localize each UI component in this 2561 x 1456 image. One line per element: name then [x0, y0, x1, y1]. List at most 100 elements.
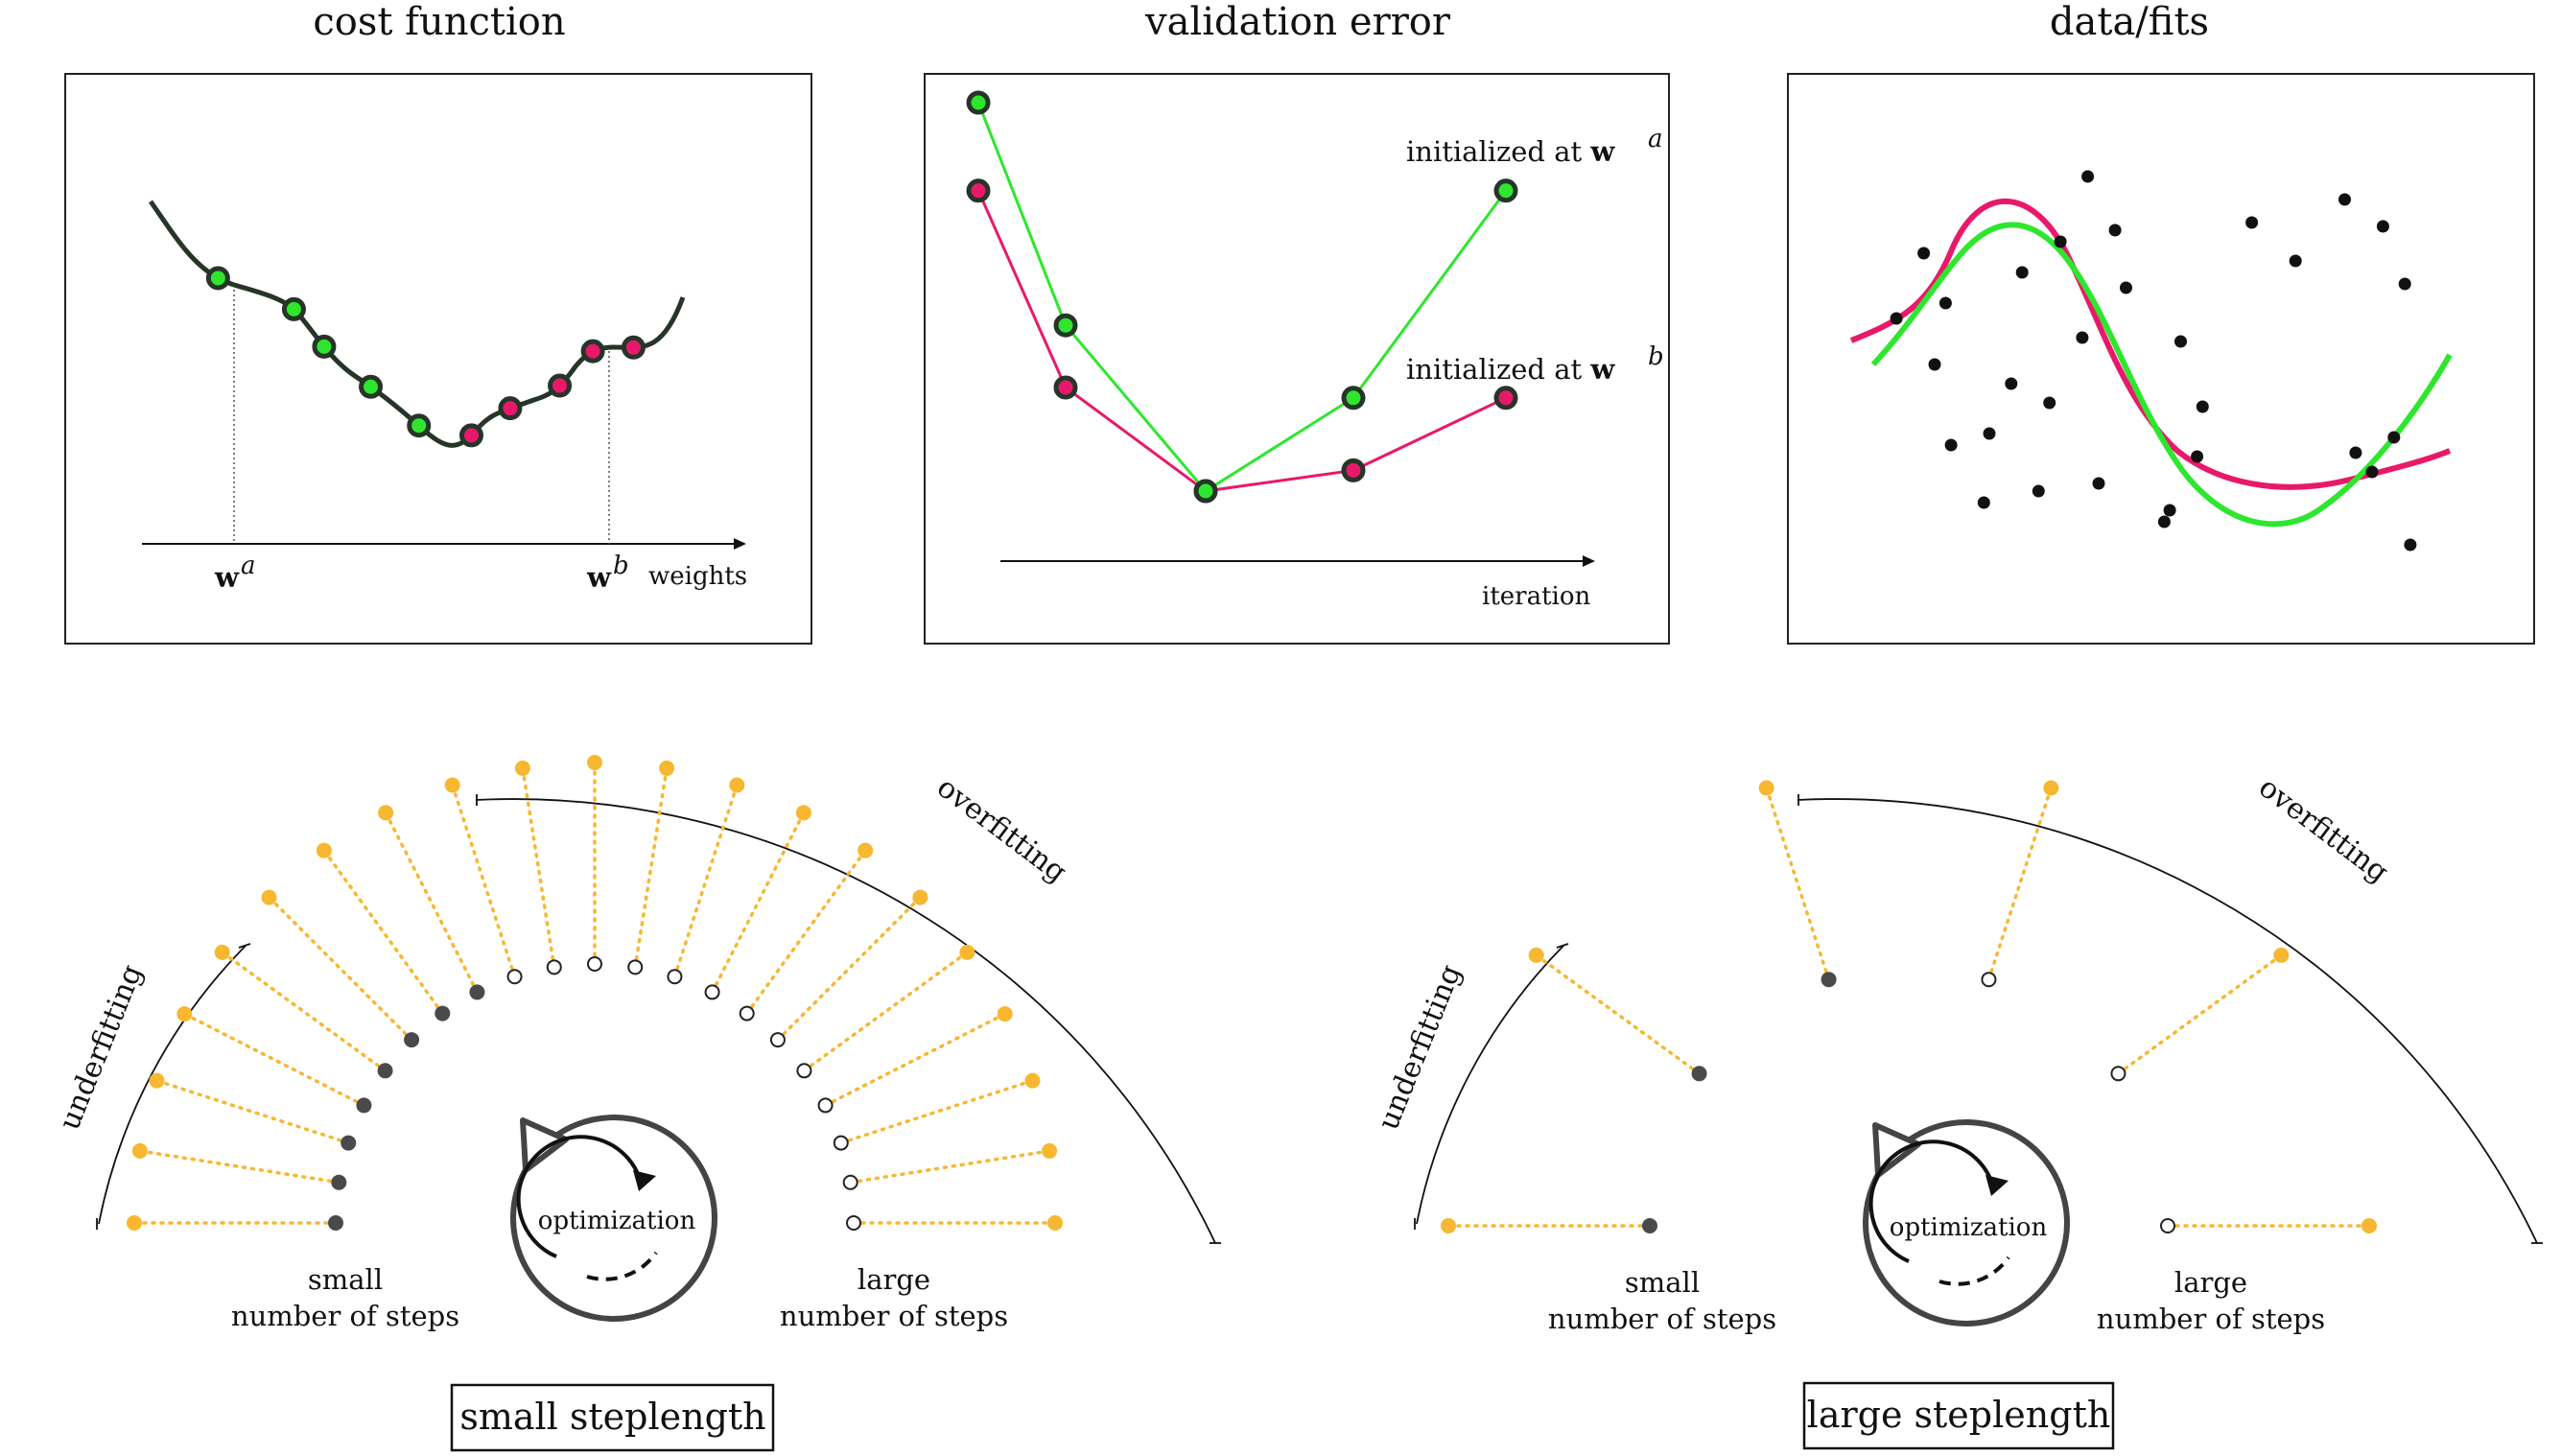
validation-point-0-0 — [966, 90, 991, 115]
cycle-dashed-left — [586, 1251, 658, 1281]
left-step-line-5 — [267, 895, 413, 1042]
green-fit-curve — [1870, 222, 2453, 528]
data-fits-frame — [1787, 73, 2535, 645]
small-steps-right-line2: number of steps — [1548, 1303, 1776, 1335]
data-point-12 — [2076, 331, 2089, 344]
optimization-label-left: optimization — [538, 1207, 696, 1235]
data-point-21 — [2196, 400, 2209, 413]
data-points-group — [1890, 170, 2417, 552]
wa-label-sup: a — [241, 552, 256, 580]
right-inner-point-dark-2 — [1691, 1066, 1707, 1082]
right-outer-point-0 — [1441, 1218, 1456, 1233]
cost-axis-arrow — [734, 538, 746, 550]
left-step-line-3 — [182, 1012, 366, 1108]
right-outer-point-2 — [1528, 947, 1544, 963]
left-step-line-4 — [220, 951, 388, 1073]
iteration-axis-label: iteration — [1482, 582, 1590, 611]
left-outer-point-6 — [316, 842, 332, 858]
legend-initialized-b: initialized at w b — [1406, 342, 1664, 386]
right-inner-point-dark-0 — [1642, 1218, 1657, 1233]
cycle-dashed-right — [1938, 1256, 2010, 1286]
validation-error-panel: validation error iteration initialized a… — [924, 0, 1670, 645]
underfitting-arc-right — [1416, 945, 1564, 1225]
wa-label-w: w — [214, 561, 240, 594]
cost-pink-point-3 — [580, 339, 605, 364]
large-steps-left-line2: number of steps — [780, 1300, 1008, 1332]
cost-function-frame — [64, 73, 812, 645]
left-inner-point-open-11 — [627, 959, 644, 975]
optimization-icon-left: optimization — [510, 1115, 717, 1322]
left-outer-point-16 — [959, 944, 975, 960]
validation-series-group — [966, 90, 1518, 504]
right-outer-point-8 — [2273, 947, 2290, 963]
data-point-5 — [1977, 496, 1990, 509]
right-step-line-8 — [2116, 953, 2284, 1076]
large-steps-right-line1: large — [2174, 1266, 2247, 1299]
left-inner-point-open-8 — [506, 969, 523, 985]
right-inner-point-open-6 — [1981, 972, 1997, 988]
data-point-10 — [2043, 396, 2056, 410]
right-inner-point-open-8 — [2110, 1066, 2126, 1082]
right-step-line-6 — [1986, 786, 2054, 981]
wb-label-w: w — [586, 561, 612, 594]
small-steps-left-line2: number of steps — [231, 1300, 459, 1332]
validation-point-0-1 — [1053, 313, 1078, 338]
left-outer-point-3 — [176, 1006, 193, 1022]
left-outer-point-5 — [261, 889, 277, 905]
left-step-line-7 — [384, 810, 480, 995]
left-inner-point-dark-2 — [341, 1135, 357, 1151]
small-steplength-diagram: underfitting overfitting optimization sm… — [53, 755, 1221, 1452]
cost-green-point-0 — [205, 266, 230, 291]
data-point-6 — [1983, 427, 1996, 440]
optimization-icon-right: optimization — [1863, 1119, 2070, 1327]
cost-function-panel: cost function w a w b weights — [64, 0, 812, 645]
left-step-line-15 — [776, 895, 923, 1042]
cost-pink-point-1 — [498, 396, 523, 421]
small-steps-left-line1: small — [308, 1263, 383, 1296]
wb-label: w b — [586, 552, 629, 594]
large-steps-left-line1: large — [858, 1263, 930, 1296]
iteration-axis-arrow — [1583, 555, 1595, 567]
data-point-9 — [2032, 484, 2045, 498]
left-inner-point-open-9 — [546, 959, 562, 975]
data-point-26 — [2365, 465, 2379, 479]
legend-a-text: initialized at w — [1406, 135, 1615, 168]
cost-pink-point-2 — [548, 373, 573, 398]
left-outer-point-19 — [1042, 1142, 1058, 1159]
data-point-25 — [2349, 446, 2362, 459]
left-step-line-1 — [138, 1149, 341, 1185]
large-steplength-diagram: underfitting overfitting optimization sm… — [1372, 770, 2543, 1450]
underfitting-arc-right-tick-b — [1556, 943, 1569, 949]
large-steps-right-line2: number of steps — [2097, 1303, 2325, 1335]
cost-green-point-2 — [312, 334, 337, 359]
data-point-30 — [2404, 538, 2417, 552]
left-step-line-17 — [823, 1012, 1007, 1108]
steps-fan-right — [1441, 780, 2377, 1233]
overfitting-arc-right — [1797, 798, 2538, 1244]
cycle-arrowhead-left — [633, 1170, 656, 1191]
data-point-11 — [2054, 235, 2067, 248]
cycle-arrow-right — [1868, 1139, 1995, 1263]
left-inner-point-open-17 — [817, 1097, 834, 1114]
optimization-bubble-right — [1863, 1119, 2070, 1327]
overfitting-label-right: overfitting — [2252, 770, 2394, 889]
cost-pink-point-0 — [458, 423, 483, 448]
left-step-line-19 — [848, 1149, 1051, 1185]
data-point-15 — [2108, 223, 2122, 237]
data-point-1 — [1917, 247, 1931, 260]
left-outer-point-20 — [1047, 1215, 1063, 1231]
data-point-0 — [1890, 312, 1903, 325]
left-inner-point-dark-1 — [331, 1174, 347, 1190]
left-step-line-16 — [802, 951, 970, 1073]
right-inner-point-open-10 — [2160, 1218, 2175, 1233]
validation-error-title: validation error — [1144, 0, 1451, 44]
left-outer-point-2 — [149, 1072, 165, 1089]
large-steplength-box — [1802, 1381, 2115, 1450]
left-outer-point-8 — [444, 777, 460, 793]
left-outer-point-0 — [127, 1215, 142, 1231]
data-point-2 — [1928, 358, 1941, 371]
left-inner-point-open-14 — [739, 1005, 755, 1022]
overfitting-label-left: overfitting — [930, 770, 1072, 889]
cost-green-point-3 — [359, 374, 384, 399]
